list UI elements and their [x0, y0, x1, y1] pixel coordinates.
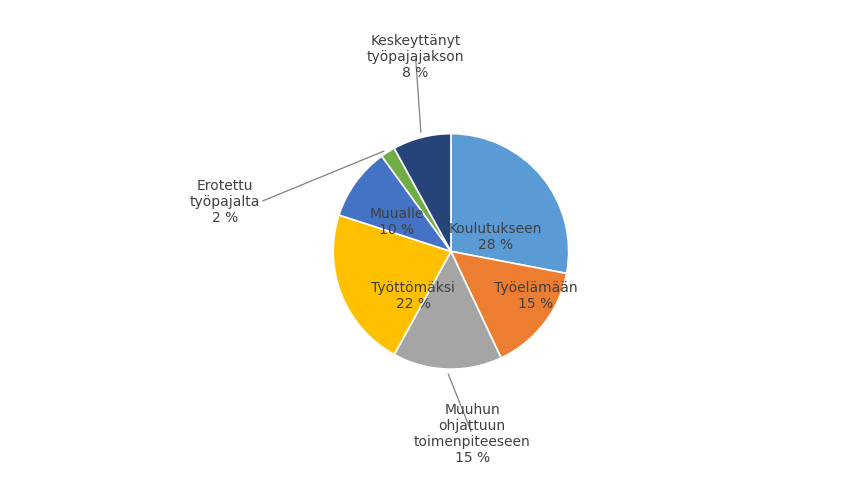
Text: Erotettu
työpajalta
2 %: Erotettu työpajalta 2 %: [190, 179, 260, 225]
Text: Keskeyttänyt
työpajajakson
8 %: Keskeyttänyt työpajajakson 8 %: [367, 34, 464, 81]
Wedge shape: [382, 148, 451, 251]
Text: Työelämään
15 %: Työelämään 15 %: [494, 281, 577, 311]
Text: Koulutukseen
28 %: Koulutukseen 28 %: [449, 222, 542, 252]
Wedge shape: [395, 134, 451, 251]
Wedge shape: [333, 215, 451, 355]
Text: Muualle
10 %: Muualle 10 %: [369, 207, 424, 237]
Wedge shape: [339, 156, 451, 251]
Text: Muuhun
ohjattuun
toimenpiteeseen
15 %: Muuhun ohjattuun toimenpiteeseen 15 %: [414, 403, 530, 465]
Wedge shape: [451, 134, 569, 273]
Wedge shape: [395, 251, 501, 369]
Text: Työttömäksi
22 %: Työttömäksi 22 %: [371, 281, 455, 311]
Wedge shape: [451, 251, 566, 358]
